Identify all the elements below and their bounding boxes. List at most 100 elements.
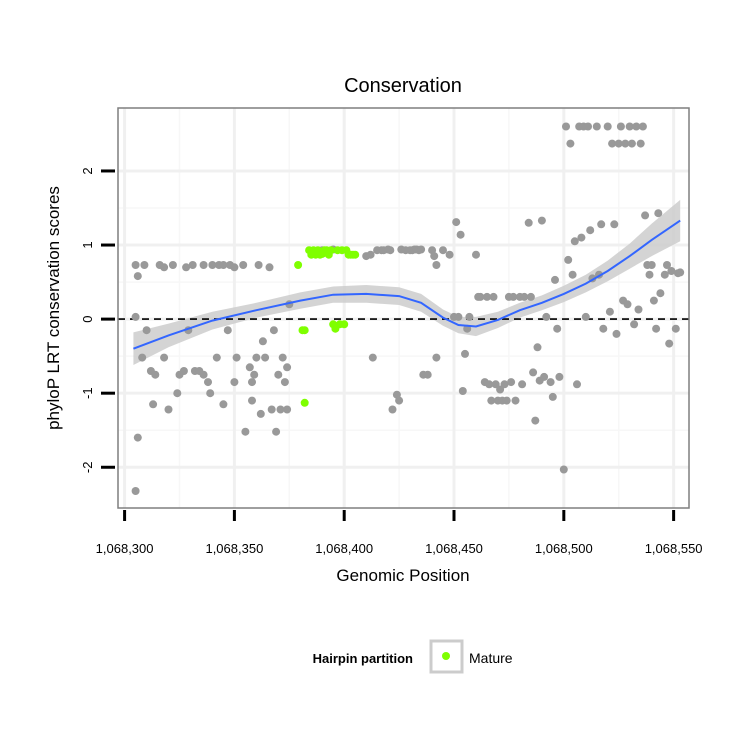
point-other <box>267 405 276 414</box>
point-other <box>179 367 188 375</box>
point-mature <box>340 320 349 329</box>
point-other <box>524 218 533 227</box>
point-other <box>245 363 254 372</box>
point-other <box>551 275 559 284</box>
point-other <box>520 292 529 301</box>
point-other <box>199 370 208 379</box>
point-other <box>250 370 259 379</box>
point-other <box>456 230 465 239</box>
point-other <box>566 139 575 148</box>
point-other <box>142 326 151 335</box>
legend-title: Hairpin partition <box>313 651 413 666</box>
point-other <box>540 372 549 381</box>
point-other <box>649 296 658 305</box>
point-other <box>612 329 621 338</box>
legend-mature-icon <box>442 652 450 660</box>
point-other <box>430 252 439 261</box>
point-other <box>472 250 480 259</box>
confidence-band <box>133 199 681 365</box>
x-tick-label: 1,068,350 <box>205 541 263 556</box>
point-other <box>605 307 614 316</box>
point-other <box>562 122 570 131</box>
point-other <box>634 305 643 314</box>
chart-title: Conservation <box>344 75 462 97</box>
point-other <box>386 246 395 255</box>
point-other <box>638 122 647 131</box>
point-other <box>608 139 617 148</box>
point-mature <box>327 246 335 255</box>
point-other <box>621 139 630 148</box>
data-points <box>131 122 685 495</box>
point-other <box>491 380 500 389</box>
grid <box>118 108 689 508</box>
point-other <box>138 353 147 362</box>
point-other <box>641 211 650 220</box>
axes: 1,068,300 1,068,350 1,068,400 1,068,450 1,06… <box>80 167 703 556</box>
point-other <box>168 261 177 269</box>
point-other <box>454 312 463 321</box>
point-other <box>439 246 447 255</box>
point-other <box>627 139 636 148</box>
point-other <box>584 122 592 131</box>
point-other <box>577 233 586 242</box>
point-other <box>597 220 606 229</box>
point-other <box>586 226 595 235</box>
point-other <box>645 270 654 279</box>
x-tick-label: 1,068,400 <box>315 541 373 556</box>
point-other <box>667 267 676 275</box>
point-other <box>518 380 527 389</box>
point-other <box>660 270 669 279</box>
point-other <box>465 312 474 321</box>
point-other <box>507 378 516 387</box>
point-other <box>230 263 239 272</box>
point-other <box>188 261 197 269</box>
point-other <box>417 245 426 254</box>
x-tick-label: 1,068,550 <box>645 541 703 556</box>
point-other <box>546 378 555 387</box>
point-other <box>133 433 142 442</box>
point-other <box>542 312 551 321</box>
point-other <box>500 380 509 389</box>
point-other <box>272 427 281 436</box>
point-other <box>526 292 535 301</box>
point-other <box>614 139 623 148</box>
x-tick-label: 1,068,450 <box>425 541 483 556</box>
point-other <box>269 326 278 335</box>
point-other <box>232 353 241 362</box>
point-other <box>133 272 142 281</box>
y-tick-label: 0 <box>80 315 95 322</box>
point-other <box>632 122 641 131</box>
point-other <box>149 400 158 409</box>
point-other <box>652 324 661 333</box>
point-other <box>636 139 645 148</box>
point-other <box>630 320 639 329</box>
point-other <box>151 370 160 379</box>
legend-entry-mature: Mature <box>469 650 513 666</box>
point-other <box>366 250 375 259</box>
point-other <box>230 378 239 387</box>
point-other <box>568 270 577 279</box>
point-other <box>173 389 182 398</box>
point-other <box>461 349 469 358</box>
point-other <box>496 385 505 394</box>
point-other <box>663 261 671 269</box>
point-mature <box>351 250 360 259</box>
point-other <box>160 353 169 362</box>
point-other <box>676 268 685 277</box>
point-other <box>610 220 619 229</box>
point-other <box>254 261 263 269</box>
point-other <box>204 378 212 387</box>
point-other <box>164 405 173 414</box>
point-other <box>654 209 663 218</box>
point-other <box>256 409 265 418</box>
point-mature <box>300 326 309 335</box>
point-other <box>502 396 511 405</box>
point-other <box>248 378 256 387</box>
y-tick-label: -1 <box>80 387 95 399</box>
point-other <box>665 339 674 348</box>
point-other <box>489 292 498 301</box>
point-other <box>445 250 454 259</box>
point-other <box>671 324 680 333</box>
